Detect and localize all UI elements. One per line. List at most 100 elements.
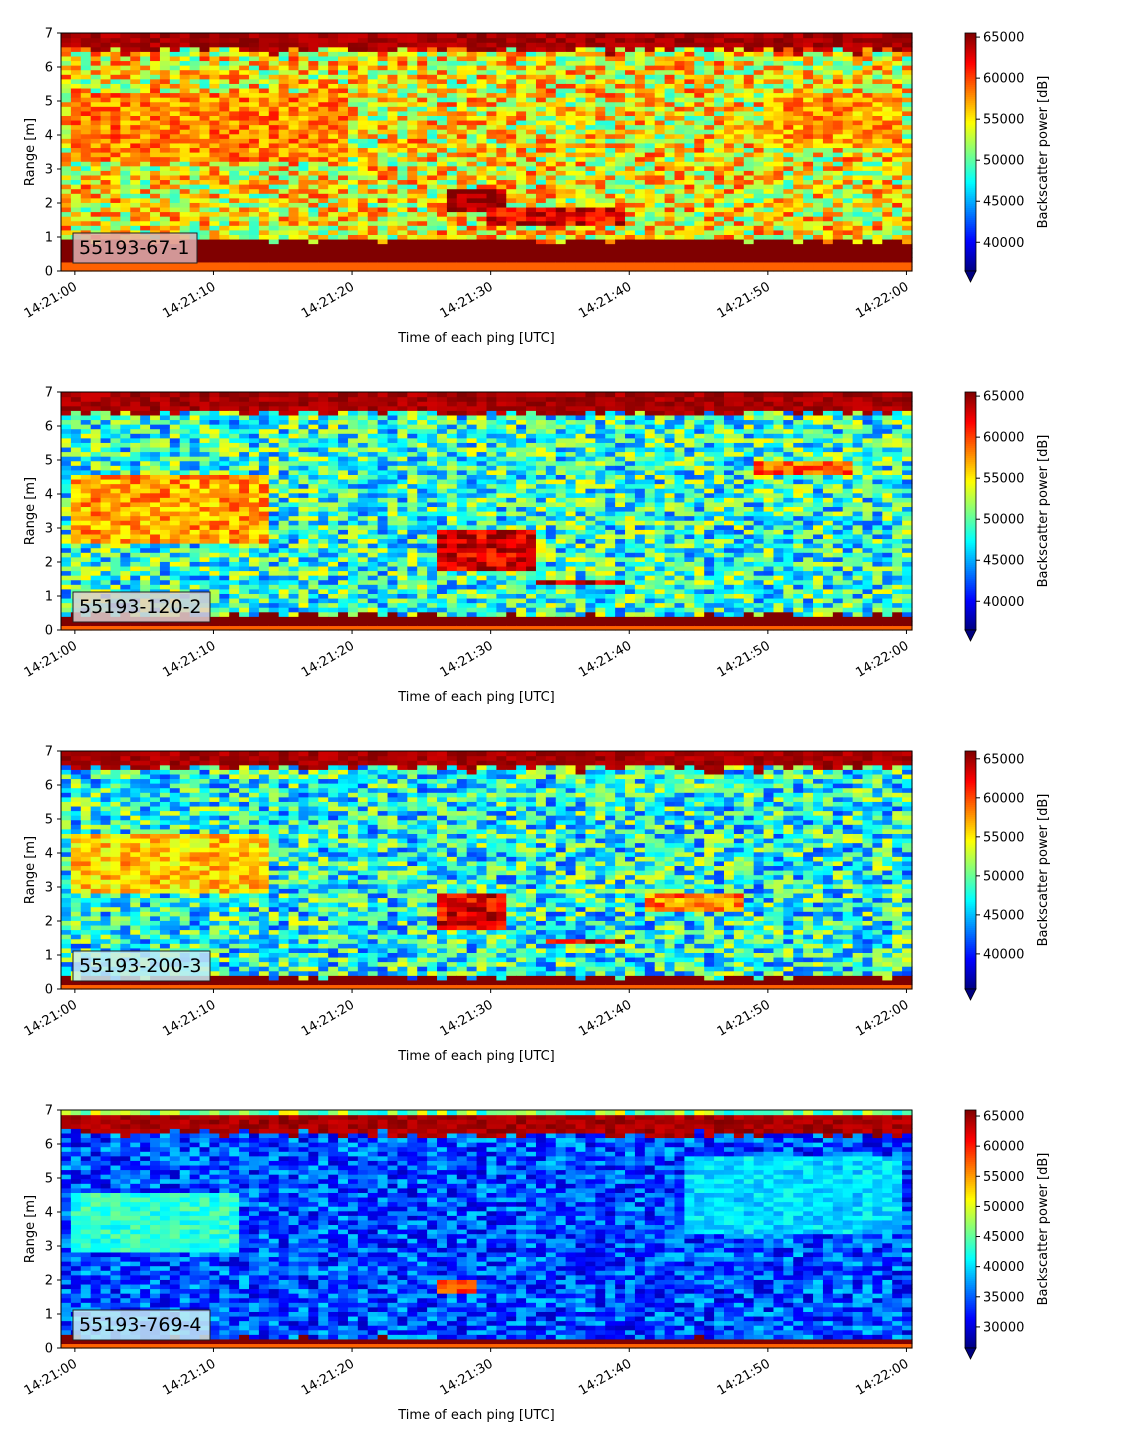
heatmap-cell — [723, 211, 735, 217]
heatmap-cell — [427, 238, 438, 245]
heatmap-cell — [110, 497, 121, 503]
heatmap-cell — [437, 184, 448, 190]
heatmap-cell — [61, 170, 72, 176]
heatmap-cell — [80, 437, 92, 443]
heatmap-cell — [446, 243, 458, 249]
heatmap-cell — [70, 138, 82, 144]
heatmap-cell — [694, 225, 705, 231]
heatmap-cell — [595, 266, 606, 272]
heatmap-cell — [328, 55, 339, 62]
heatmap-cell — [120, 97, 131, 103]
heatmap-cell — [338, 124, 349, 130]
heatmap-cell — [90, 179, 102, 185]
heatmap-cell — [159, 161, 171, 167]
heatmap-cell — [189, 129, 201, 135]
heatmap-cell — [219, 252, 230, 258]
heatmap-cell — [367, 83, 379, 89]
heatmap-cell — [506, 152, 517, 158]
heatmap-cell — [476, 138, 488, 144]
heatmap-cell — [486, 170, 497, 176]
heatmap-cell — [892, 252, 903, 258]
heatmap-cell — [783, 78, 794, 84]
heatmap-cell — [446, 106, 458, 112]
heatmap-cell — [674, 184, 686, 190]
heatmap-cell — [783, 197, 794, 203]
heatmap-cell — [545, 225, 557, 231]
heatmap-cell — [150, 261, 161, 268]
heatmap-cell — [268, 97, 280, 103]
heatmap-cell — [100, 446, 112, 453]
heatmap-cell — [822, 65, 834, 71]
colorbar-segment — [965, 217, 976, 220]
heatmap-cell — [496, 206, 507, 213]
heatmap-cell — [278, 138, 290, 144]
heatmap-cell — [110, 115, 121, 121]
heatmap-cell — [575, 152, 587, 158]
heatmap-cell — [654, 51, 666, 57]
heatmap-cell — [545, 106, 557, 112]
heatmap-cell — [674, 92, 686, 98]
heatmap-cell — [733, 60, 745, 66]
heatmap-cell — [80, 161, 92, 167]
heatmap-cell — [90, 216, 102, 222]
colorbar-segment — [965, 144, 976, 147]
heatmap-cell — [852, 101, 864, 107]
heatmap-cell — [714, 78, 725, 84]
heatmap-cell — [575, 106, 587, 112]
heatmap-cell — [298, 97, 309, 103]
heatmap-cell — [466, 248, 478, 254]
heatmap-cell — [862, 252, 874, 258]
heatmap-cell — [338, 193, 349, 199]
heatmap-cell — [743, 184, 755, 190]
heatmap-cell — [159, 225, 171, 231]
heatmap-cell — [387, 211, 399, 217]
heatmap-cell — [674, 74, 686, 80]
heatmap-cell — [199, 206, 211, 213]
heatmap-cell — [595, 83, 606, 89]
heatmap-cell — [644, 238, 656, 245]
heatmap-cell — [565, 78, 577, 84]
heatmap-cell — [545, 188, 557, 194]
heatmap-cell — [822, 184, 834, 190]
heatmap-cell — [595, 46, 606, 52]
colorbar-segment — [965, 74, 976, 78]
heatmap-cell — [239, 238, 250, 245]
heatmap-cell — [862, 206, 874, 213]
heatmap-cell — [288, 124, 300, 130]
heatmap-cell — [407, 248, 418, 254]
heatmap-cell — [684, 179, 695, 185]
heatmap-cell — [347, 234, 359, 240]
heatmap-cell — [80, 561, 92, 567]
heatmap-cell — [565, 97, 577, 103]
heatmap-cell — [862, 261, 874, 268]
heatmap-cell — [882, 97, 893, 103]
heatmap-cell — [90, 410, 102, 416]
heatmap-cell — [397, 147, 408, 153]
heatmap-cell — [902, 179, 913, 185]
heatmap-cell — [219, 238, 230, 245]
heatmap-cell — [615, 184, 626, 190]
heatmap-cell — [179, 87, 191, 94]
heatmap-cell — [367, 142, 379, 149]
heatmap-cell — [723, 33, 735, 39]
heatmap-cell — [813, 234, 824, 240]
heatmap-cell — [852, 234, 864, 240]
heatmap-cell — [743, 206, 755, 213]
heatmap-cell — [803, 197, 814, 203]
heatmap-cell — [575, 156, 587, 162]
heatmap-cell — [733, 101, 745, 107]
heatmap-cell — [793, 170, 804, 176]
heatmap-cell — [644, 206, 656, 213]
heatmap-cell — [902, 211, 913, 217]
heatmap-cell — [664, 87, 676, 94]
heatmap-cell — [209, 55, 220, 62]
heatmap-cell — [61, 152, 72, 158]
heatmap-cell — [169, 60, 181, 66]
heatmap-cell — [288, 37, 300, 43]
heatmap-cell — [318, 142, 329, 149]
heatmap-cell — [506, 170, 517, 176]
heatmap-cell — [278, 193, 290, 199]
heatmap-cell — [249, 147, 260, 153]
heatmap-cell — [902, 142, 913, 149]
heatmap-cell — [555, 184, 567, 190]
